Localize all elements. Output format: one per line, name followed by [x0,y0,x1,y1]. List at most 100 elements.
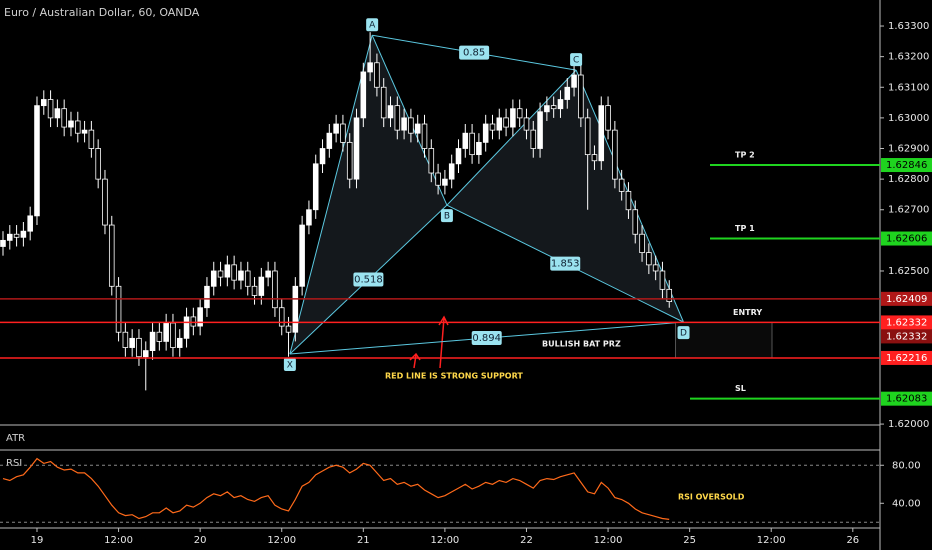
candle-body [523,117,530,131]
candle-body [176,337,183,348]
x-tick-label: 21 [357,535,370,546]
last-price-label: 1.62332 [886,331,927,342]
candle-body [646,252,652,266]
price-badge-label: 1.62606 [886,234,927,245]
candle-body [27,215,33,232]
candle-body [584,117,591,156]
candle-body [414,123,421,134]
point-label: D [680,329,687,339]
level-name: ENTRY [733,308,762,317]
y-tick-label: 40.00 [892,498,921,509]
pattern-fill [446,70,684,323]
candle-body [652,264,659,272]
candle-body [394,105,401,131]
candle-body [612,129,618,180]
candle-body [142,350,149,358]
candle-body [346,141,353,180]
candle-body [285,325,292,333]
candle-body [61,108,67,128]
candle-body [244,270,251,287]
candle-body [149,331,156,351]
candle-body [272,270,278,309]
candle-body [95,148,101,180]
candle-body [319,148,326,165]
candle-body [312,163,319,211]
x-tick-label: 12:00 [757,535,786,546]
candle-body [476,141,482,156]
candle-body [408,117,414,134]
y-tick-label: 1.63000 [888,113,929,124]
point-label: A [369,21,376,31]
candle-body [482,123,489,143]
x-tick-label: 12:00 [594,535,623,546]
pattern-leg [446,69,577,206]
price-badge [881,231,932,246]
price-badge [881,158,932,173]
candle-body [41,99,47,107]
arrow [409,352,421,369]
candle-body [278,307,285,327]
y-tick-label: 1.62700 [888,205,929,216]
price-badge [881,315,932,330]
x-tick-label: 12:00 [104,535,133,546]
x-tick-label: 22 [520,535,533,546]
candle-body [224,264,231,278]
candle-body [360,71,367,119]
price-badge [881,350,932,365]
price-badge-label: 1.62846 [886,160,927,171]
pattern-leg [289,35,373,355]
candle-body [108,224,115,287]
candle-body [74,120,81,134]
panel-label: RSI [6,458,22,469]
ratio-badge [471,331,502,346]
candle-body [102,178,108,226]
candle-body [7,233,13,241]
candle-body [340,123,346,143]
candle-body [367,62,373,73]
candle-body [13,233,20,238]
y-tick-label: 1.63300 [888,21,929,32]
ratio-label: 0.894 [472,333,501,344]
ratio-label: 0.85 [463,48,485,59]
point-badge [440,209,453,223]
price-badge-label: 1.62409 [886,294,927,305]
candle-body [183,316,190,339]
x-tick-label: 25 [683,535,696,546]
candle-body [156,331,163,342]
point-badge [283,357,296,371]
candle-body [190,316,197,327]
candle-body [68,120,74,128]
candle-body [659,270,666,290]
candle-body [231,264,237,281]
price-badge [881,291,932,306]
pattern-fill [289,35,447,354]
candle-body [251,285,258,296]
candle-body [564,86,571,100]
candle-body [469,132,475,156]
candle-body [455,148,462,165]
candle-body [81,129,88,134]
level-name: TP 2 [735,151,755,160]
candle-body [88,129,95,149]
candle-body [210,270,217,287]
candle-body [34,105,40,217]
candle-body [428,148,435,174]
y-tick-label: 1.63200 [888,52,929,63]
candle-body [129,337,135,348]
candle-body [20,230,27,238]
arrow [438,315,449,369]
candle-body [510,108,516,128]
annotation: RSI OVERSOLD [678,493,745,502]
candle-body [421,123,428,149]
y-tick-label: 1.62800 [888,174,929,185]
candle-body [380,86,387,119]
level-name: TP 1 [735,224,755,233]
candle-body [537,111,543,149]
candle-body [557,99,564,110]
ratio-badge [353,272,384,287]
point-label: B [444,212,450,222]
candle-body [666,288,673,303]
candle-body [353,117,360,180]
y-tick-label: 1.62900 [888,144,929,155]
candle-body [163,322,169,342]
